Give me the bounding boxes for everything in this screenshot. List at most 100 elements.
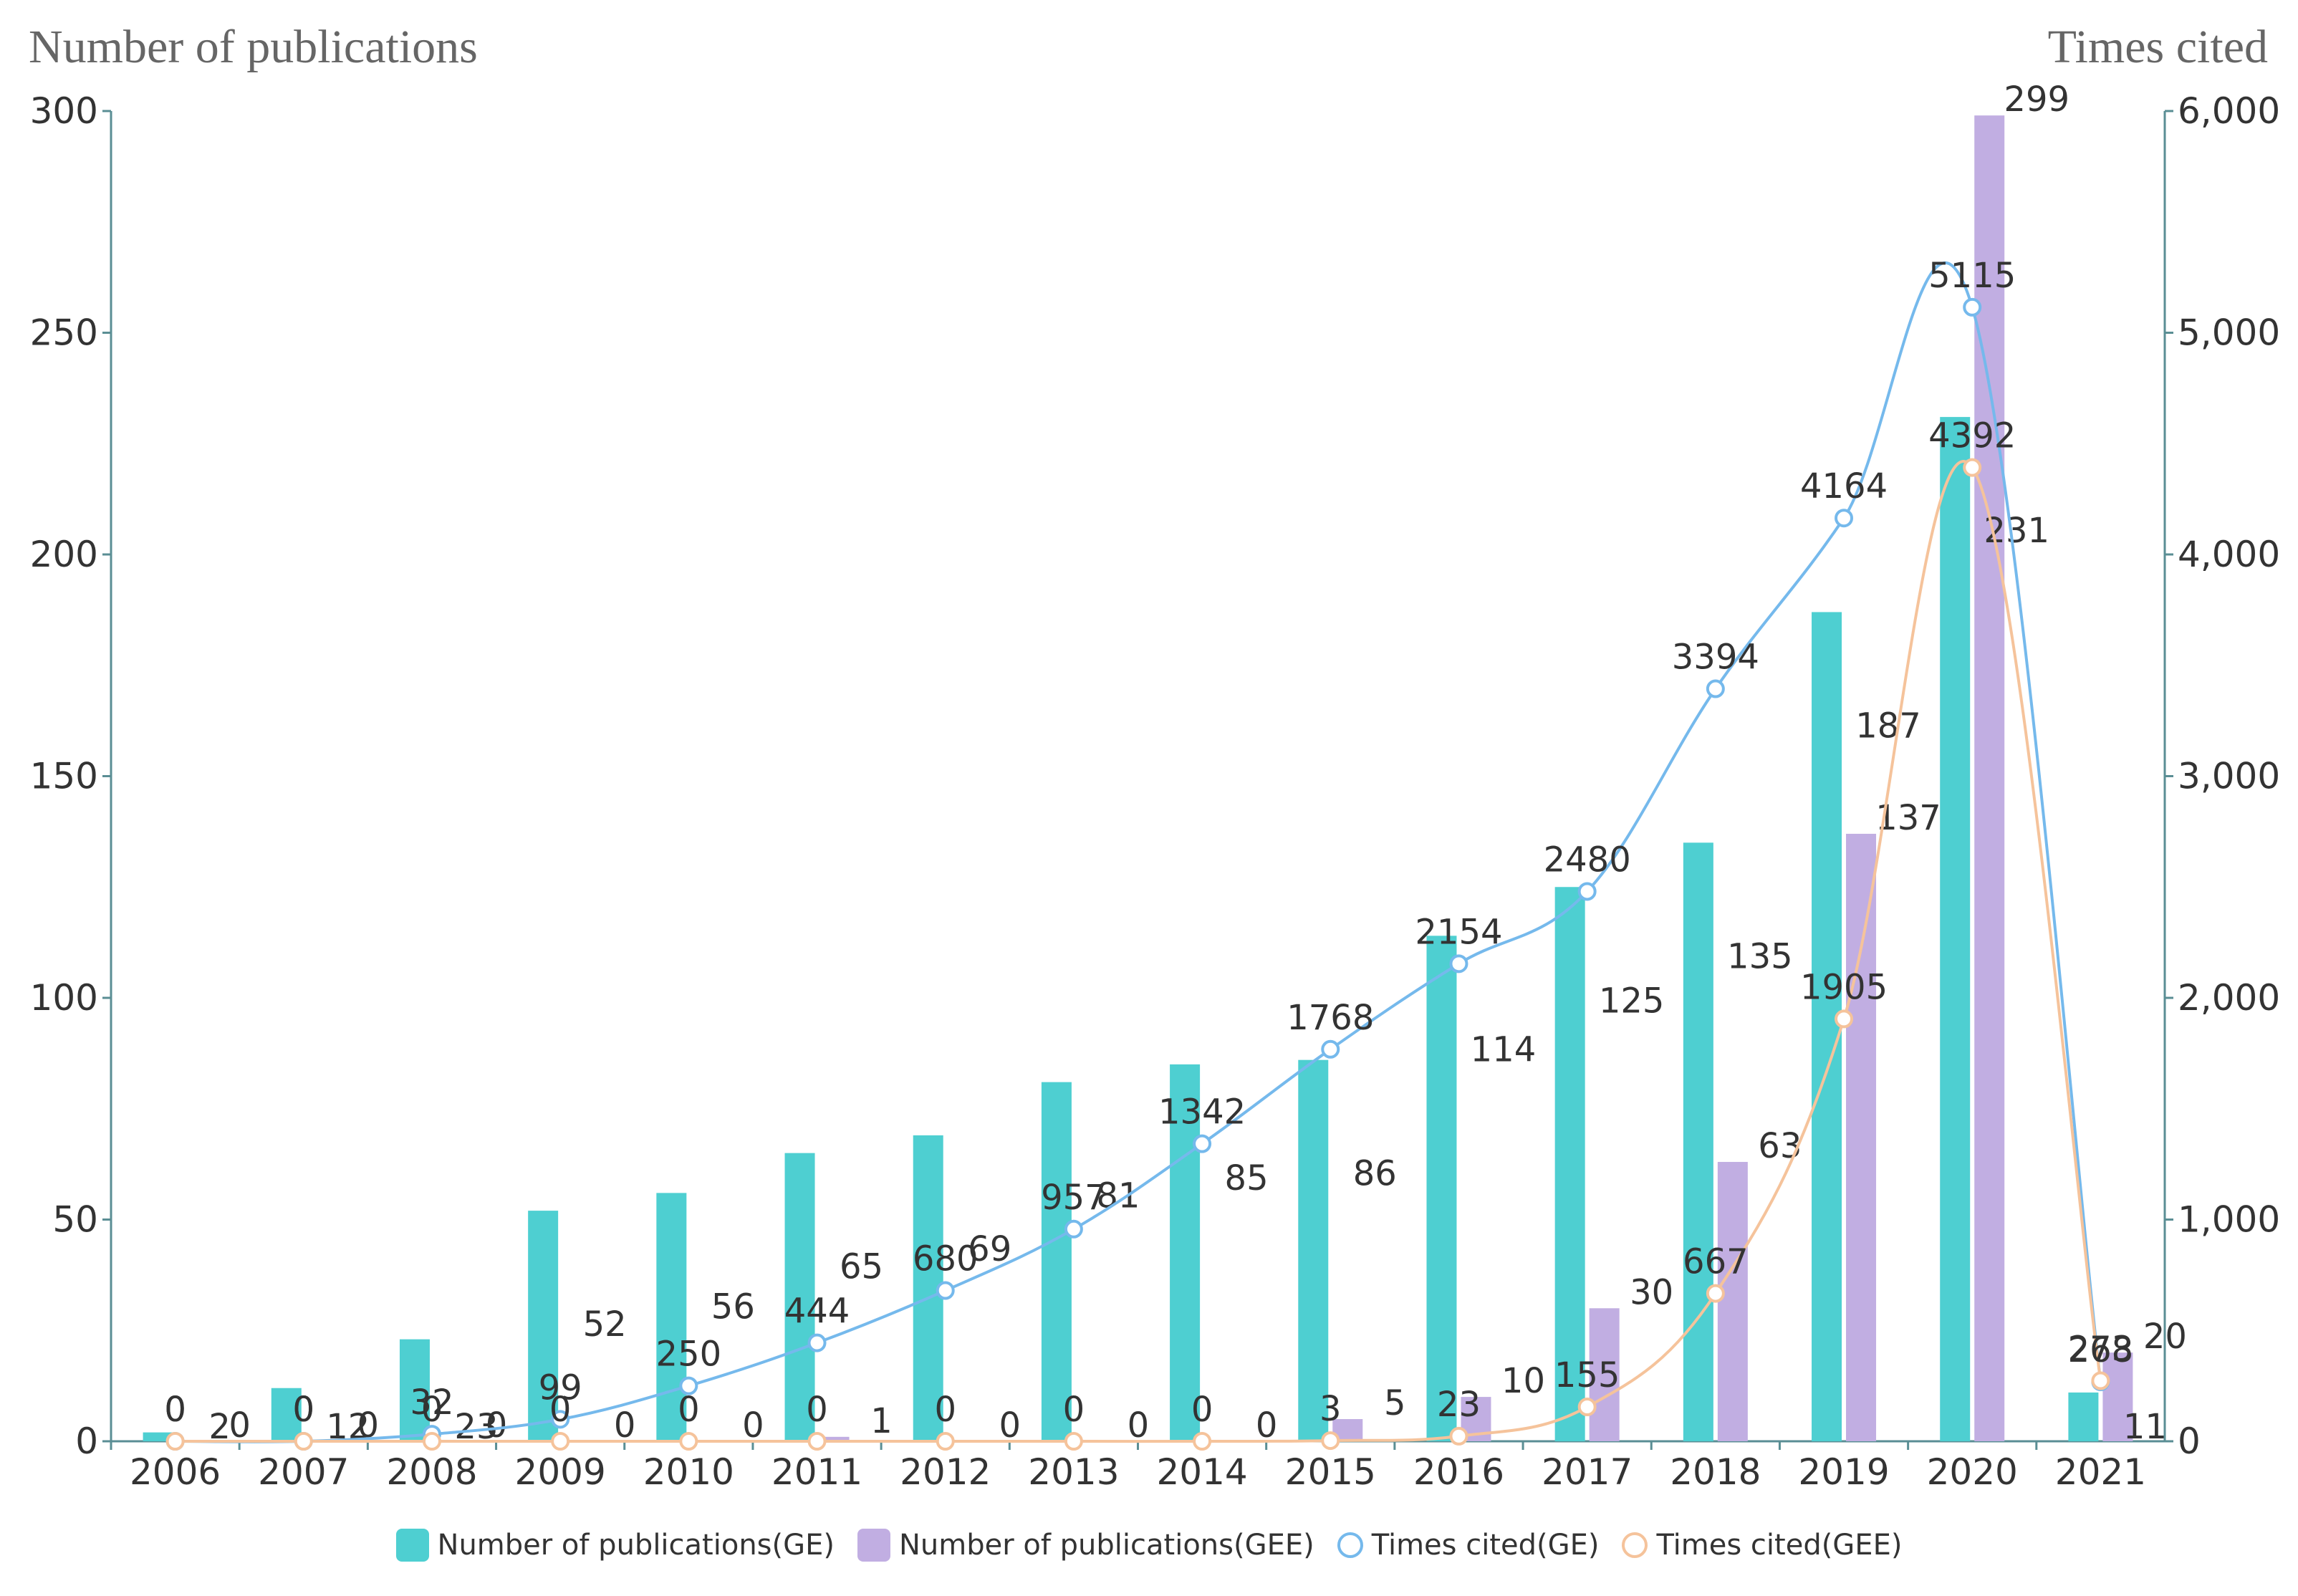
bar-pub-ge	[1940, 417, 1971, 1441]
x-axis-tick-label: 2006	[130, 1451, 221, 1493]
bar-label-pub-gee: 0	[1128, 1405, 1150, 1446]
point-label-cited-gee: 0	[806, 1390, 828, 1430]
x-axis-tick-label: 2015	[1285, 1451, 1376, 1493]
bar-pub-ge	[1426, 936, 1457, 1441]
point-label-cited-ge: 4164	[1800, 466, 1888, 506]
left-axis-tick-label: 0	[75, 1420, 98, 1462]
point-label-cited-gee: 0	[1191, 1390, 1213, 1430]
point-label-cited-ge: 32	[410, 1383, 453, 1423]
bar-label-pub-ge: 114	[1471, 1029, 1537, 1069]
point-label-cited-ge: 268	[2068, 1330, 2134, 1370]
legend-item-cited-ge[interactable]: Times cited(GE)	[1337, 1529, 1600, 1562]
bar-pub-ge	[1298, 1059, 1329, 1441]
x-axis-tick-label: 2012	[900, 1451, 991, 1493]
point-cited-gee	[165, 1432, 185, 1451]
bar-pub-ge	[656, 1193, 687, 1441]
point-cited-gee	[679, 1432, 698, 1451]
bar-label-pub-gee: 20	[2143, 1317, 2187, 1357]
right-axis-tick-label: 5,000	[2178, 312, 2280, 354]
right-axis-tick-label: 1,000	[2178, 1199, 2280, 1241]
legend-label-pub-ge: Number of publications(GE)	[437, 1529, 835, 1562]
bar-pub-ge	[2068, 1392, 2099, 1441]
point-label-cited-ge: 5115	[1928, 256, 2016, 296]
point-label-cited-gee: 0	[549, 1390, 572, 1430]
point-cited-gee	[1064, 1432, 1083, 1451]
point-cited-gee	[294, 1432, 313, 1451]
bar-label-pub-gee: 10	[1501, 1361, 1545, 1401]
bar-label-pub-ge: 69	[968, 1229, 1011, 1269]
point-cited-gee	[422, 1432, 441, 1451]
point-label-cited-gee: 0	[293, 1390, 315, 1430]
point-label-cited-ge: 2480	[1544, 840, 1631, 880]
point-cited-ge	[1963, 297, 1982, 317]
x-axis-tick-label: 2007	[258, 1451, 349, 1493]
legend-item-pub-gee[interactable]: Number of publications(GEE)	[857, 1529, 1314, 1562]
bar-pub-ge	[784, 1153, 815, 1441]
point-label-cited-gee: 0	[1063, 1390, 1085, 1430]
bar-label-pub-gee: 0	[614, 1405, 636, 1446]
point-cited-ge	[1193, 1134, 1212, 1153]
bar-pub-gee	[2102, 1352, 2133, 1441]
point-cited-gee	[1193, 1432, 1212, 1451]
point-cited-gee	[1449, 1426, 1468, 1446]
bar-pub-ge	[399, 1339, 430, 1441]
bar-label-pub-ge: 125	[1599, 981, 1665, 1021]
bar-label-pub-gee: 1	[870, 1401, 893, 1441]
point-label-cited-gee: 0	[421, 1390, 443, 1430]
bar-label-pub-gee: 30	[1630, 1272, 1673, 1312]
right-axis-tick-label: 6,000	[2178, 90, 2280, 132]
point-label-cited-gee: 155	[1554, 1355, 1620, 1395]
point-label-cited-ge: 680	[913, 1239, 979, 1279]
x-axis-tick-label: 2018	[1670, 1451, 1761, 1493]
left-axis-tick-label: 100	[30, 977, 98, 1019]
point-label-cited-gee: 0	[164, 1390, 186, 1430]
bar-label-pub-ge: 187	[1855, 706, 1921, 746]
bar-label-pub-gee: 0	[1256, 1405, 1278, 1446]
point-label-cited-gee: 4392	[1928, 416, 2016, 456]
point-label-cited-ge: 2154	[1415, 912, 1502, 952]
legend-label-cited-ge: Times cited(GE)	[1371, 1529, 1600, 1562]
point-label-cited-ge: 444	[784, 1292, 850, 1332]
bar-label-pub-ge: 135	[1727, 936, 1793, 976]
point-label-cited-gee: 3	[1319, 1389, 1342, 1429]
right-axis-tick-label: 0	[2178, 1420, 2201, 1462]
point-cited-gee	[1577, 1398, 1597, 1417]
point-label-cited-gee: 273	[2068, 1330, 2134, 1370]
point-label-cited-ge: 99	[539, 1367, 582, 1408]
point-label-cited-gee: 0	[934, 1390, 956, 1430]
point-label-cited-gee: 1905	[1800, 967, 1888, 1007]
bar-label-pub-gee: 5	[1384, 1383, 1406, 1423]
bar-label-pub-ge: 85	[1225, 1158, 1269, 1198]
bar-label-pub-gee: 299	[2004, 80, 2069, 120]
bar-pub-ge	[143, 1432, 173, 1441]
x-axis-tick-label: 2020	[1927, 1451, 2018, 1493]
legend: Number of publications(GE) Number of pub…	[0, 1529, 2298, 1562]
left-axis-tick-label: 250	[30, 312, 98, 354]
bar-pub-ge	[1170, 1064, 1201, 1441]
left-axis-tick-label: 150	[30, 756, 98, 797]
x-axis-tick-label: 2021	[2055, 1451, 2146, 1493]
bar-pub-gee	[1974, 115, 2005, 1442]
left-axis-tick-label: 200	[30, 534, 98, 575]
bar-pub-ge	[1683, 842, 1713, 1441]
legend-label-pub-gee: Number of publications(GEE)	[899, 1529, 1314, 1562]
x-axis-tick-label: 2009	[515, 1451, 606, 1493]
bar-pub-gee	[819, 1436, 850, 1441]
point-cited-gee	[1835, 1009, 1854, 1029]
point-cited-ge	[1321, 1039, 1340, 1059]
point-cited-ge	[807, 1333, 827, 1352]
x-axis-tick-label: 2013	[1028, 1451, 1119, 1493]
bar-label-pub-gee: 0	[486, 1405, 508, 1446]
legend-item-cited-gee[interactable]: Times cited(GEE)	[1622, 1529, 1902, 1562]
legend-item-pub-ge[interactable]: Number of publications(GE)	[395, 1529, 835, 1562]
point-cited-gee	[1963, 458, 1982, 477]
bar-label-pub-ge: 65	[840, 1247, 883, 1287]
point-label-cited-ge: 1342	[1158, 1092, 1246, 1133]
bar-pub-gee	[1846, 833, 1877, 1441]
left-axis-title: Number of publications	[29, 21, 478, 73]
point-label-cited-ge: 250	[656, 1335, 722, 1375]
point-cited-ge	[1577, 882, 1597, 901]
bar-label-pub-gee: 0	[999, 1405, 1021, 1446]
point-cited-ge	[1449, 954, 1468, 974]
